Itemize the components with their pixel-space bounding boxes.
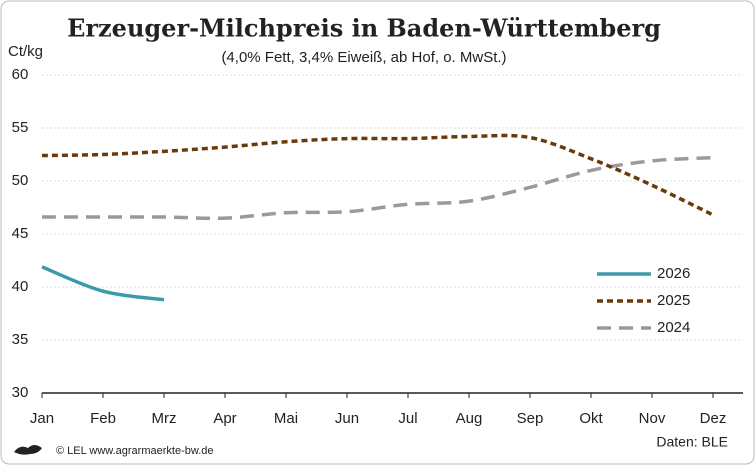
y-axis-label: Ct/kg (8, 43, 43, 60)
x-tick-label: Mai (274, 410, 298, 427)
y-tick-label: 60 (12, 66, 29, 83)
x-tick-label: Okt (579, 410, 603, 427)
credit: © LEL www.agrarmaerkte-bw.de (56, 445, 214, 457)
x-tick-label: Jan (30, 410, 54, 427)
x-tick-label: Nov (639, 410, 666, 427)
series-line (42, 155, 714, 221)
y-tick-label: 30 (12, 384, 29, 401)
chart-title: Erzeuger-Milchpreis in Baden-Württemberg (67, 14, 661, 43)
y-tick-label: 50 (12, 172, 29, 189)
y-tick-label: 45 (12, 225, 29, 242)
x-tick-label: Jul (398, 410, 417, 427)
x-tick-label: Feb (90, 410, 116, 427)
series-line (41, 265, 165, 302)
x-tick-label: Apr (213, 410, 236, 427)
legend-label: 2024 (657, 319, 690, 336)
chart-subtitle: (4,0% Fett, 3,4% Eiweiß, ab Hof, o. MwSt… (221, 49, 506, 66)
x-tick-label: Jun (335, 410, 359, 427)
x-tick-label: Aug (456, 410, 483, 427)
y-tick-label: 55 (12, 119, 29, 136)
y-tick-label: 35 (12, 331, 29, 348)
legend-label: 2025 (657, 292, 690, 309)
x-tick-label: Mrz (152, 410, 177, 427)
logo (14, 445, 42, 455)
x-tick-label: Dez (700, 410, 727, 427)
y-tick-label: 40 (12, 278, 29, 295)
source: Daten: BLE (656, 434, 728, 450)
x-tick-label: Sep (517, 410, 544, 427)
series-line (41, 133, 714, 217)
legend-label: 2026 (657, 265, 690, 282)
